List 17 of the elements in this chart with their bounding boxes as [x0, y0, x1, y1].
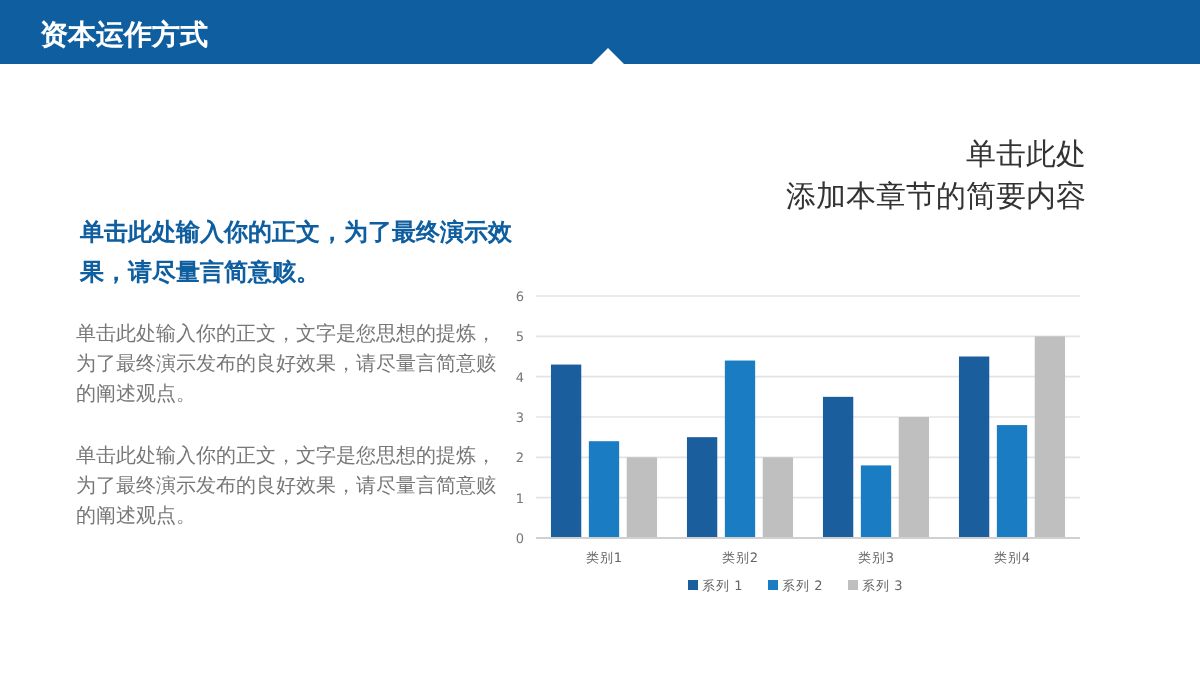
bar [822, 396, 854, 538]
bar [958, 356, 990, 538]
bar [626, 457, 658, 538]
bar [762, 457, 794, 538]
bar [588, 441, 620, 538]
text: 单击此处输入你的正文，文字是您思想的提炼，为了最终演示发布的良好效果，请尽量言简意赅的阐述观点。 [76, 444, 496, 528]
text: 资本运作方式 [40, 18, 208, 52]
bar [996, 425, 1028, 538]
chart-subtitle: 单击此处添加本章节的简要内容 [786, 136, 1086, 214]
bar [686, 437, 718, 538]
text: 单击此处输入你的正文，为了最终演示效果，请尽量言简意赅。 [78, 218, 514, 286]
text: 单击此处输入你的正文，文字是您思想的提炼，为了最终演示发布的良好效果，请尽量言简意赅的阐述观点。 [76, 322, 496, 406]
bar [1034, 336, 1066, 538]
bar [724, 360, 756, 538]
bar [898, 417, 930, 538]
bar [550, 364, 582, 538]
bar [860, 465, 892, 538]
